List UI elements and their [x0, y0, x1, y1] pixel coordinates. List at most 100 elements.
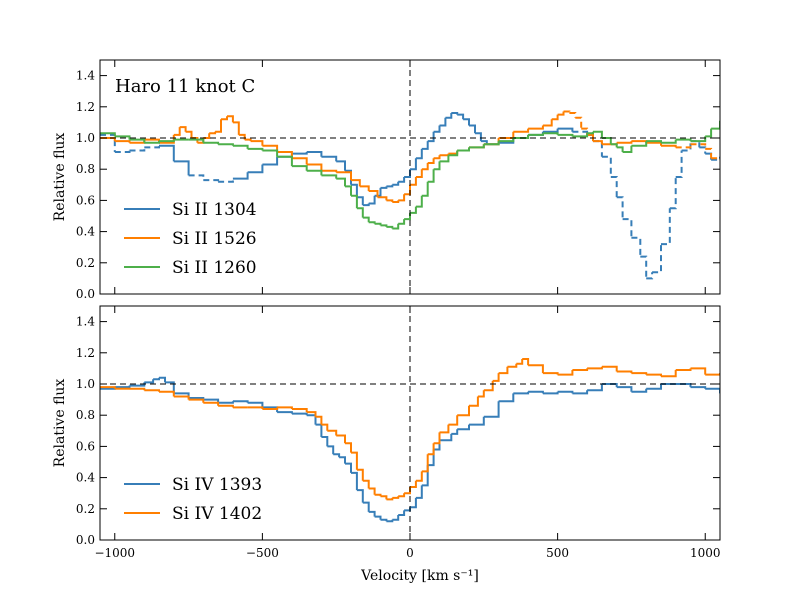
series-1-step	[398, 493, 406, 498]
series-2-step	[557, 133, 574, 137]
y-axis-label: Relative flux	[52, 133, 68, 222]
series-2-step	[392, 223, 400, 230]
series-0-step	[433, 125, 441, 133]
series-1-step	[144, 389, 160, 392]
series-1-step	[306, 411, 317, 417]
series-1-step	[159, 390, 175, 397]
series-1-step	[173, 127, 181, 136]
series-1-step	[690, 367, 707, 375]
series-0-step	[483, 401, 500, 418]
series-2-step	[513, 134, 530, 139]
series-0-step	[339, 456, 346, 464]
series-0-step	[498, 393, 515, 403]
series-0-step	[675, 150, 683, 178]
y-tick-label: 0.8	[76, 408, 95, 422]
series-2-step	[433, 161, 441, 171]
x-tick-label: 1000	[690, 546, 721, 560]
series-0-step	[572, 130, 589, 135]
series-1-step	[469, 396, 479, 407]
series-2-step	[321, 174, 338, 179]
series-1-step	[448, 150, 459, 155]
series-0-step	[690, 386, 707, 389]
series-1-step	[616, 141, 633, 144]
series-1-step	[351, 179, 361, 187]
series-0-step	[469, 416, 485, 426]
series-0-step	[404, 507, 411, 512]
series-0-step	[681, 141, 692, 152]
x-tick-label: 500	[546, 546, 569, 560]
series-0-step	[427, 131, 435, 143]
y-tick-label: 1.2	[76, 100, 95, 114]
series-2-step	[277, 155, 293, 167]
y-tick-label: 1.0	[76, 131, 95, 145]
series-1-step	[528, 364, 544, 374]
series-1-step	[711, 157, 720, 160]
series-0-step	[291, 152, 308, 155]
series-0-step	[277, 411, 293, 414]
plot-area	[100, 358, 720, 523]
series-2-step	[218, 143, 234, 146]
series-0-step	[699, 146, 707, 154]
series-0-step	[572, 390, 589, 395]
y-tick-label: 0.2	[76, 256, 95, 270]
series-1-step	[404, 487, 411, 495]
series-1-step	[661, 144, 677, 148]
series-1-step	[227, 115, 234, 123]
series-2-step	[572, 133, 589, 138]
series-0-step	[356, 196, 364, 206]
series-1-step	[427, 158, 435, 164]
series-0-step	[705, 387, 720, 394]
series-2-step	[232, 144, 249, 149]
series-1-step	[179, 126, 187, 132]
series-1-step	[507, 363, 518, 368]
series-0-step	[315, 423, 323, 437]
plot-area	[100, 110, 720, 280]
series-1-step	[277, 406, 293, 409]
series-1-step	[232, 121, 240, 135]
series-1-step	[345, 442, 352, 453]
series-1-step	[250, 140, 264, 146]
series-0-step	[159, 144, 175, 162]
series-0-step	[398, 177, 406, 183]
series-1-step	[359, 185, 370, 191]
series-2-step	[421, 181, 429, 197]
series-1-step	[421, 163, 429, 171]
series-1-step	[386, 199, 394, 202]
series-0-step	[392, 515, 400, 521]
series-0-step	[469, 124, 476, 134]
series-0-step	[144, 379, 155, 384]
series-2-step	[528, 133, 544, 136]
series-0-step	[306, 151, 323, 157]
series-1-step	[306, 163, 323, 171]
series-0-step	[457, 424, 470, 431]
series-2-step	[188, 138, 205, 143]
series-0-step	[203, 398, 220, 403]
series-1-step	[203, 133, 211, 139]
series-2-step	[457, 147, 470, 152]
series-1-step	[557, 111, 565, 116]
series-0-step	[247, 401, 264, 408]
series-1-step	[557, 370, 574, 376]
series-0-step	[646, 272, 654, 280]
series-0-step	[631, 236, 642, 257]
series-1-step	[616, 370, 633, 374]
series-1-step	[380, 495, 388, 500]
series-1-step	[675, 144, 692, 149]
series-1-step	[439, 153, 450, 157]
series-1-step	[238, 133, 246, 140]
series-0-step	[652, 244, 662, 274]
series-0-step	[218, 401, 234, 404]
series-0-step	[173, 160, 190, 176]
series-2-step	[427, 169, 435, 183]
series-2-step	[368, 221, 376, 224]
y-tick-label: 0.4	[76, 471, 95, 485]
series-0-step	[445, 113, 453, 119]
y-tick-label: 1.0	[76, 377, 95, 391]
y-tick-label: 0.2	[76, 502, 95, 516]
series-1-step	[705, 373, 720, 376]
series-1-step	[705, 147, 713, 159]
series-1-step	[203, 401, 220, 406]
series-1-step	[421, 454, 429, 473]
series-1-step	[631, 372, 648, 375]
